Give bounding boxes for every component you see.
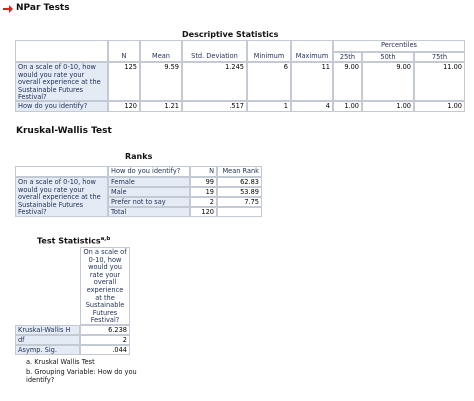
column-header: N — [190, 166, 217, 177]
group-header: Percentiles — [333, 40, 465, 52]
value-cell: 1 — [247, 101, 291, 112]
corner-cell — [15, 40, 108, 62]
column-header: On a scale of 0-10, how would you rate y… — [80, 247, 130, 325]
value-cell: 9.59 — [140, 62, 182, 101]
value-cell: 1.245 — [182, 62, 247, 101]
arrow-icon — [3, 5, 13, 13]
column-header: 75th — [414, 52, 465, 62]
value-cell: 1.21 — [140, 101, 182, 112]
value-cell: 6.238 — [80, 325, 130, 335]
table-title: Test Statisticsa,b — [37, 236, 110, 246]
value-cell: 9.00 — [362, 62, 414, 101]
value-cell: 2 — [190, 197, 217, 207]
row-label: Asymp. Sig. — [15, 345, 80, 355]
value-cell: 1.00 — [414, 101, 465, 112]
row-label: How do you identify? — [15, 101, 108, 112]
value-cell: 53.89 — [217, 187, 262, 197]
value-cell: 1.00 — [362, 101, 414, 112]
row-label: df — [15, 335, 80, 345]
table-title: Ranks — [125, 152, 153, 161]
group-label: Female — [108, 177, 190, 187]
row-label: On a scale of 0-10, how would you rate y… — [15, 62, 108, 101]
value-cell: .517 — [182, 101, 247, 112]
group-label: Total — [108, 207, 190, 217]
row-label: Kruskal-Wallis H — [15, 325, 80, 335]
column-header: Minimum — [247, 52, 291, 62]
value-cell: 125 — [108, 62, 140, 101]
value-cell: 6 — [247, 62, 291, 101]
column-header: Mean Rank — [217, 166, 262, 177]
group-label: Prefer not to say — [108, 197, 190, 207]
value-cell: 19 — [190, 187, 217, 197]
value-cell: .044 — [80, 345, 130, 355]
column-header: How do you identify? — [108, 166, 190, 177]
value-cell: 62.83 — [217, 177, 262, 187]
row-label: On a scale of 0-10, how would you rate y… — [15, 177, 108, 217]
footnote: b. Grouping Variable: How do you identif… — [26, 368, 137, 384]
footnote: a. Kruskal Wallis Test — [26, 358, 95, 366]
corner-cell — [15, 166, 108, 177]
column-header: 25th — [333, 52, 362, 62]
title-text: Test Statistics — [37, 236, 101, 246]
value-cell: 120 — [108, 101, 140, 112]
corner-cell — [15, 247, 80, 325]
value-cell — [217, 207, 262, 217]
value-cell: 1.00 — [333, 101, 362, 112]
value-cell: 9.00 — [333, 62, 362, 101]
table-title: Descriptive Statistics — [182, 30, 279, 39]
value-cell: 11.00 — [414, 62, 465, 101]
column-header: Maximum — [291, 52, 333, 62]
value-cell: 120 — [190, 207, 217, 217]
superscript: a,b — [100, 236, 111, 242]
column-header: Mean — [140, 52, 182, 62]
value-cell: 2 — [80, 335, 130, 345]
column-header: Std. Deviation — [182, 52, 247, 62]
value-cell: 99 — [190, 177, 217, 187]
section-title: NPar Tests — [16, 3, 70, 13]
group-label: Male — [108, 187, 190, 197]
section-title: Kruskal-Wallis Test — [16, 126, 112, 136]
column-header: 50th (Median) — [362, 52, 414, 62]
value-cell: 7.75 — [217, 197, 262, 207]
value-cell: 11 — [291, 62, 333, 101]
value-cell: 4 — [291, 101, 333, 112]
column-header: N — [108, 52, 140, 62]
